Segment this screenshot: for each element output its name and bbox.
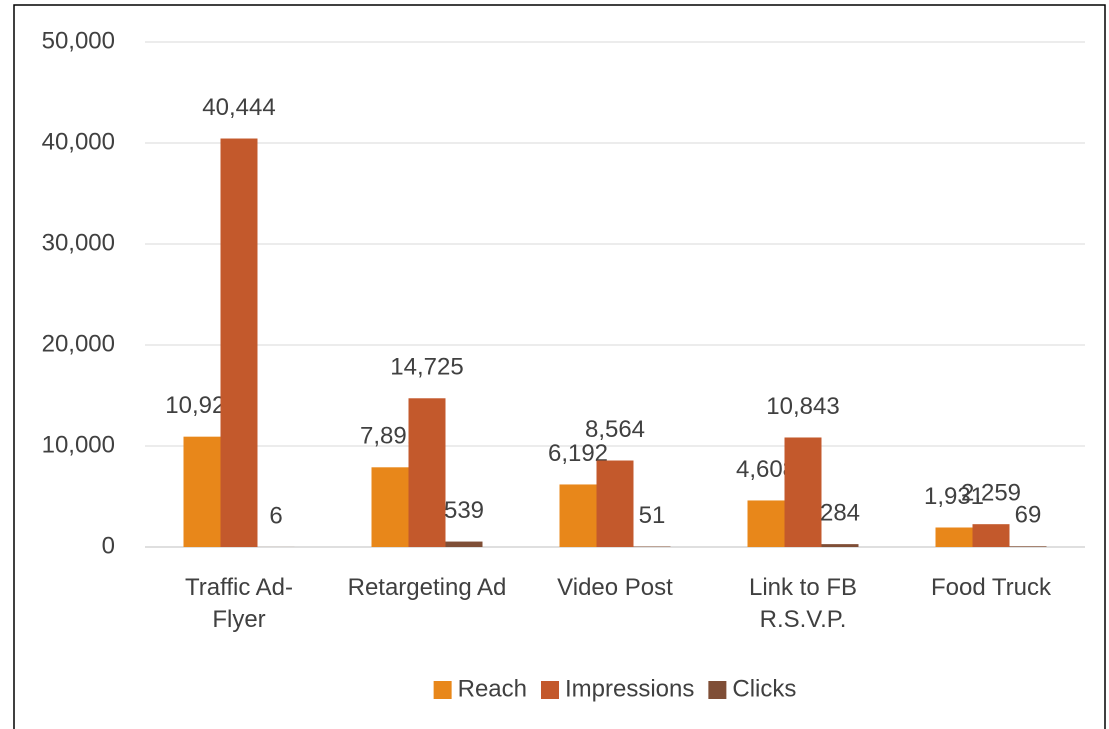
data-label: 1,931 [924,483,984,510]
data-label: 539 [444,497,484,524]
data-label: 8,564 [585,416,645,443]
bar [559,484,597,547]
data-label: 14,725 [390,354,463,381]
y-tick-label: 20,000 [42,330,115,357]
x-tick-label: Video Post [557,574,673,601]
legend-swatch [708,681,727,699]
legend-swatch [433,681,452,699]
y-tick-label: 50,000 [42,27,115,54]
bar [371,467,409,547]
data-label: 6 [269,502,282,529]
legend-swatch [541,681,559,699]
data-label: 69 [1015,502,1042,529]
bar [784,437,822,547]
bar [1009,546,1047,547]
data-label: 10,843 [766,393,839,420]
legend-label: Reach [458,675,527,702]
x-tick-label: Link to FB R.S.V.P. [748,574,858,633]
data-label: 51 [639,502,666,529]
bar [747,500,785,547]
y-tick-label: 40,000 [42,128,115,155]
data-label: 2,259 [961,480,1021,507]
y-tick-label: 10,000 [42,431,115,458]
y-tick-label: 30,000 [42,229,115,256]
bar [596,460,634,547]
legend-label: Clicks [732,675,796,702]
bar [183,436,221,547]
x-tick-label: Food Truck [930,574,1052,601]
data-label: 40,444 [202,94,275,121]
bar [445,541,483,547]
legend-label: Impressions [565,675,694,702]
x-tick-label: Traffic Ad-Flyer [184,574,294,633]
y-tick-label: 0 [102,532,115,559]
bar [821,544,859,547]
bar [972,524,1010,547]
bar [935,527,973,547]
bar [408,398,446,547]
bar [220,138,258,547]
chart-border [13,4,1106,729]
bar [633,546,671,547]
x-tick-label: Retargeting Ad [347,574,507,601]
data-label: 284 [820,499,860,526]
